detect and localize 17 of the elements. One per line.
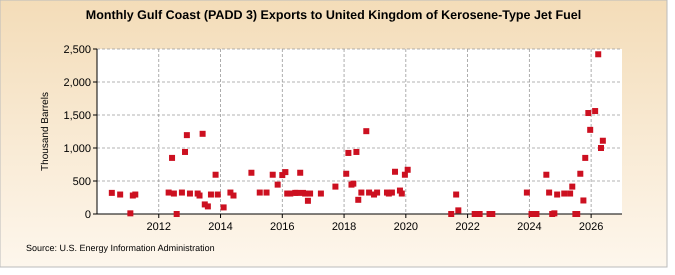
- y-tick-label: 500: [72, 176, 91, 188]
- y-axis-title: Thousand Barrels: [40, 92, 51, 171]
- x-tick-label: 2014: [208, 221, 233, 233]
- y-tick-label: 2,500: [63, 44, 91, 56]
- x-tick-label: 2020: [394, 221, 418, 233]
- x-tick-label: 2012: [146, 221, 172, 233]
- chart-title: Monthly Gulf Coast (PADD 3) Exports to United Kingdom of Kerosene-Type Jet Fuel: [86, 8, 582, 22]
- x-tick-label: 2018: [332, 221, 356, 233]
- y-tick-label: 2,000: [63, 77, 91, 89]
- x-tick-label: 2026: [578, 221, 604, 233]
- y-tick-label: 0: [84, 209, 91, 221]
- y-tick-label: 1,500: [63, 110, 91, 122]
- x-tick-label: 2022: [455, 221, 480, 233]
- y-tick-label: 1,000: [63, 143, 91, 155]
- source-note: Source: U.S. Energy Information Administration: [26, 243, 215, 253]
- x-tick-label: 2016: [270, 221, 295, 233]
- x-tick-label: 2024: [517, 221, 542, 233]
